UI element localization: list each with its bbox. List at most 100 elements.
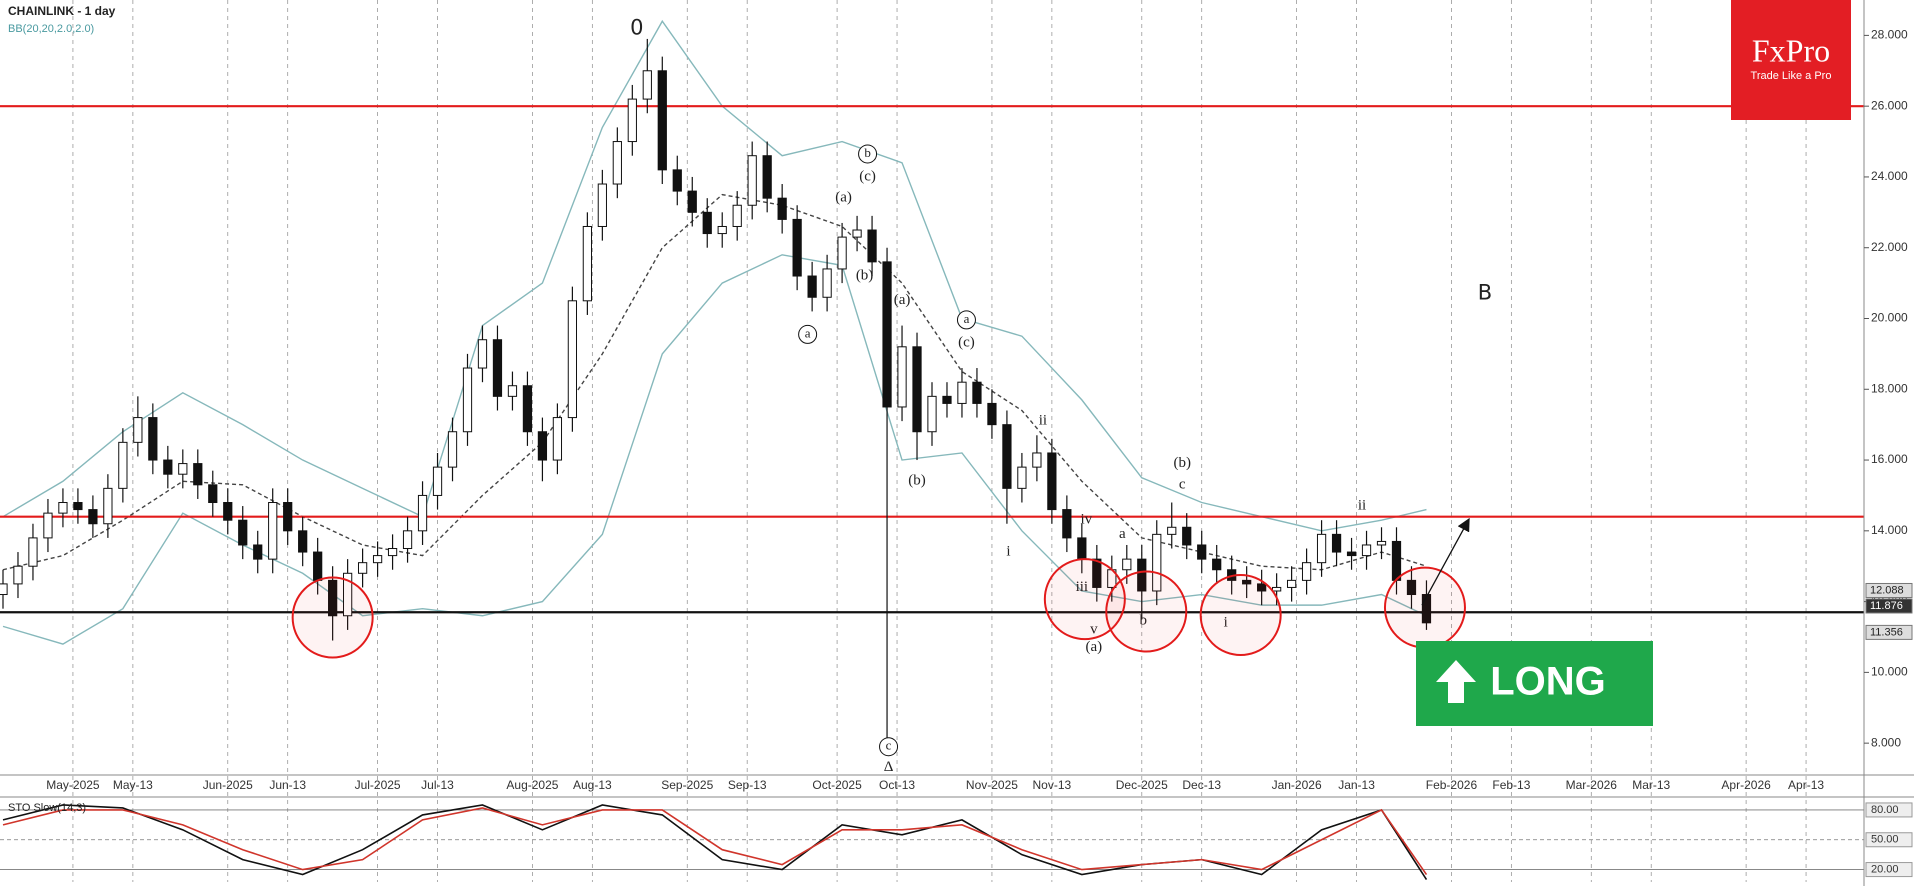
candle-body <box>283 502 293 532</box>
candle-body <box>343 572 353 617</box>
candle-body <box>1242 579 1252 585</box>
wave-label: a <box>964 311 970 326</box>
indicator-label: BB(20,20,2.0,2.0) <box>8 23 94 35</box>
x-tick-label: Apr-2026 <box>1721 778 1771 792</box>
y-tick-label: 22.000 <box>1871 240 1908 254</box>
wave-label: v <box>1090 621 1098 637</box>
candle-body <box>762 155 772 199</box>
wave-label: (c) <box>958 335 975 351</box>
wave-circle <box>956 310 976 330</box>
x-tick-label: Oct-13 <box>879 778 915 792</box>
x-tick-label: Mar-2026 <box>1566 778 1618 792</box>
candle-body <box>417 494 428 532</box>
x-tick-label: Jun-2025 <box>203 778 253 792</box>
candle-body <box>657 70 667 171</box>
logo: FxPro Trade Like a Pro <box>1731 0 1851 120</box>
candle-body <box>882 261 892 408</box>
candle-body <box>1077 537 1087 560</box>
price-marker <box>1865 624 1913 640</box>
candle-body <box>223 502 233 521</box>
y-tick-label: 20.00 <box>1871 863 1899 875</box>
price-marker <box>1865 598 1913 614</box>
candle-body <box>1017 466 1027 489</box>
highlight-circle <box>1383 566 1466 649</box>
highlight-circle <box>1199 574 1282 657</box>
candle-body <box>1167 526 1177 535</box>
wave-label: b <box>864 145 871 160</box>
candle-body <box>1421 594 1432 624</box>
x-tick-label: Sep-13 <box>728 778 767 792</box>
y-tick-label: 8.000 <box>1871 735 1901 749</box>
candle-body <box>567 300 578 419</box>
wave-label: (c) <box>859 168 876 184</box>
candle-body <box>582 225 592 302</box>
candle-body <box>642 70 652 100</box>
candle-body <box>13 565 23 585</box>
wave-label: iv <box>1080 512 1092 528</box>
candle-body <box>313 551 323 581</box>
candle-body <box>522 385 533 433</box>
x-tick-label: Oct-2025 <box>812 778 862 792</box>
candle-body <box>492 339 503 397</box>
signal-text: LONG <box>1490 660 1606 704</box>
x-tick-label: Feb-2026 <box>1426 778 1478 792</box>
candle-body <box>73 502 83 511</box>
wave-label: (a) <box>835 190 852 206</box>
logo-box <box>1731 0 1851 120</box>
candle-body <box>957 381 967 404</box>
candle-body <box>148 417 158 461</box>
candle-body <box>238 519 248 546</box>
grid-layer <box>0 0 1864 882</box>
candle-body <box>58 502 68 514</box>
x-tick-label: Jun-13 <box>269 778 306 792</box>
candle-body <box>1197 544 1207 560</box>
x-tick-label: Nov-2025 <box>966 778 1018 792</box>
candle-body <box>1257 583 1267 592</box>
x-tick-label: Aug-2025 <box>506 778 558 792</box>
wave-label: i <box>1224 614 1228 630</box>
candle-body <box>702 211 712 235</box>
wave-label: ii <box>1039 413 1047 429</box>
highlight-circle <box>1043 558 1126 641</box>
wave-label: ii <box>1358 497 1366 513</box>
candle-body <box>507 385 518 397</box>
x-tick-label: May-2025 <box>46 778 100 792</box>
candle-body <box>852 229 862 238</box>
chart-title: CHAINLINK - 1 day <box>8 4 116 18</box>
annotation-layer: 0b(c)(a)(b)a(a)cΔa(c)(b)iiiiviiiv(a)ab(b… <box>291 15 1492 775</box>
wave-circle <box>798 324 818 344</box>
candle-body <box>747 155 757 206</box>
y-tick-label: 18.000 <box>1871 381 1908 395</box>
candle-body <box>597 183 607 227</box>
price-marker <box>1865 582 1913 598</box>
candle-body <box>118 441 128 489</box>
x-tick-label: Aug-13 <box>573 778 612 792</box>
x-tick-label: Dec-2025 <box>1116 778 1168 792</box>
candle-body <box>133 417 143 443</box>
wave-label: c <box>886 738 892 753</box>
x-tick-label: Sep-2025 <box>661 778 713 792</box>
candle-body <box>1032 452 1042 468</box>
candle-body <box>1391 540 1402 581</box>
candle-body <box>972 381 982 404</box>
wave-label: (a) <box>1085 639 1102 655</box>
y-tick-label: 16.000 <box>1871 452 1908 466</box>
candle-body <box>1346 551 1357 557</box>
wave-label: B <box>1478 281 1492 305</box>
candle-body <box>477 339 488 369</box>
logo-name: FxPro <box>1752 32 1830 68</box>
wave-circle <box>858 144 878 164</box>
wave-label: a <box>805 325 811 340</box>
x-tick-label: Jan-2026 <box>1272 778 1322 792</box>
candle-body <box>402 530 413 550</box>
candle-body <box>163 459 173 475</box>
wave-circle <box>879 737 899 757</box>
bollinger-band <box>2 193 1427 571</box>
candle-body <box>1286 579 1297 588</box>
wave-label: i <box>1006 543 1010 559</box>
candle-body <box>537 431 548 461</box>
y-tick-label: 26.000 <box>1871 98 1908 112</box>
y-tick-box <box>1865 832 1913 848</box>
y-tick-label: 10.000 <box>1871 665 1908 679</box>
candle-body <box>253 544 263 560</box>
